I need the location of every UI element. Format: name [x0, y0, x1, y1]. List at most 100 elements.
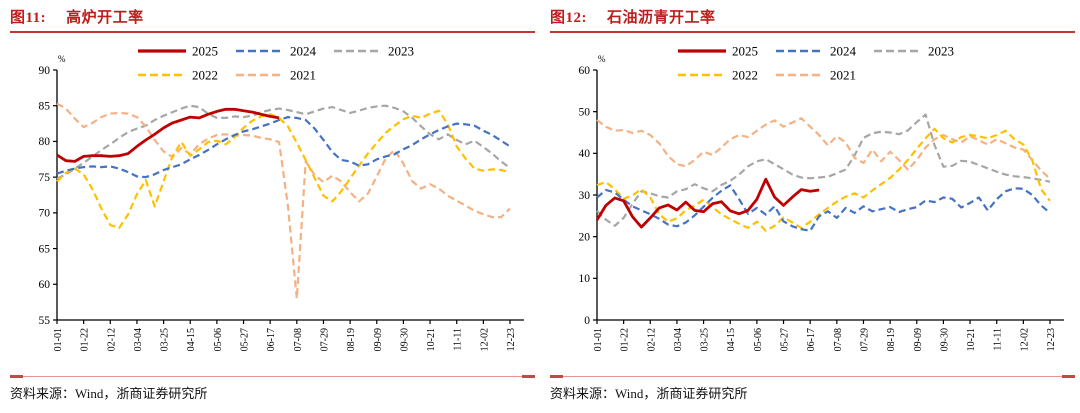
x-tick-label: 06-17 — [806, 328, 817, 351]
y-tick-label: 20 — [579, 231, 591, 243]
y-tick-label: 65 — [39, 243, 51, 255]
footer-rule-cap-left — [10, 375, 23, 378]
x-tick-label: 12-23 — [506, 328, 517, 351]
x-tick-label: 09-30 — [399, 328, 410, 351]
legend-item-2022: 2022 — [138, 68, 218, 83]
legend-item-2024: 2024 — [236, 44, 317, 59]
legend-label-2021: 2021 — [830, 68, 856, 83]
y-tick-label: 55 — [39, 315, 51, 327]
y-tick-label: 0 — [584, 315, 590, 327]
series-line-2022 — [56, 109, 511, 229]
x-tick-label: 07-08 — [833, 328, 844, 351]
series-line-2022 — [596, 127, 1051, 232]
legend-item-2025: 2025 — [138, 44, 218, 59]
figure-title-right: 图12: 石油沥青开工率 — [550, 6, 716, 27]
footer-rule-cap-right — [522, 375, 535, 378]
x-tick-label: 12-02 — [1019, 328, 1030, 351]
series-line-2024 — [596, 184, 1051, 232]
figure-name-right: 石油沥青开工率 — [607, 10, 716, 26]
x-tick-label: 12-23 — [1046, 328, 1057, 351]
x-tick-label: 09-30 — [939, 328, 950, 351]
footer-rule-left — [10, 375, 535, 378]
footer-rule-cap-right — [1062, 375, 1075, 378]
chart-asphalt: 60 50 40 30 20 10 0% 01-01 01-22 02-12 03-04 03-25 0… — [550, 36, 1072, 373]
x-tick-label: 07-29 — [319, 328, 330, 351]
x-tick-label: 04-15 — [186, 328, 197, 351]
y-tick-label: 40 — [579, 148, 591, 160]
legend-label-2025: 2025 — [192, 44, 218, 59]
y-tick-label: 60 — [579, 65, 591, 77]
legend-item-2024: 2024 — [776, 44, 857, 59]
chart-blast-furnace: 90 85 80 75 70 65 60 55% 01-01 01-22 02-12 03-04 03-… — [10, 36, 532, 373]
x-tick-label: 10-21 — [966, 328, 977, 351]
footer-rule-line — [550, 376, 1075, 377]
x-tick-label: 05-06 — [753, 328, 764, 351]
series-line-2021 — [596, 117, 1051, 180]
x-tick-label: 03-25 — [700, 328, 711, 351]
x-tick-label: 01-22 — [620, 328, 631, 351]
y-tick-label: 80 — [39, 136, 51, 148]
legend-label-2023: 2023 — [388, 44, 414, 59]
legend-label-2025: 2025 — [732, 44, 758, 59]
title-rule-right — [550, 31, 1075, 33]
y-tick-label: 30 — [579, 190, 591, 202]
y-tick-label: 90 — [39, 65, 51, 77]
legend-label-2023: 2023 — [928, 44, 954, 59]
footer-rule-line — [10, 376, 535, 377]
y-tick-label: 70 — [39, 208, 51, 220]
x-tick-label: 09-09 — [913, 328, 924, 351]
panel-asphalt: 图12: 石油沥青开工率 60 50 40 30 20 10 0% 01-01 01-22 02-1… — [550, 0, 1075, 413]
footer-rule-right — [550, 375, 1075, 378]
series-line-2023 — [56, 104, 511, 180]
legend-item-2021: 2021 — [776, 68, 856, 83]
figure-name-left: 高炉开工率 — [66, 10, 144, 26]
y-tick-label: 75 — [39, 172, 51, 184]
x-tick-label: 06-17 — [266, 328, 277, 351]
x-tick-label: 05-06 — [213, 328, 224, 351]
x-tick-label: 05-27 — [780, 328, 791, 351]
figure-number-right: 图12: — [550, 10, 587, 26]
series-line-2021 — [56, 102, 511, 300]
y-tick-label: 50 — [579, 106, 591, 118]
legend-label-2022: 2022 — [192, 68, 218, 83]
x-tick-label: 11-11 — [453, 328, 464, 351]
x-tick-label: 03-25 — [160, 328, 171, 351]
x-tick-label: 04-15 — [726, 328, 737, 351]
series-line-2025 — [595, 177, 820, 229]
y-axis-unit-label: % — [598, 54, 606, 64]
source-note-left: 资料来源：Wind，浙商证券研究所 — [10, 386, 208, 401]
x-tick-label: 02-12 — [646, 328, 657, 351]
legend-item-2023: 2023 — [874, 44, 954, 59]
x-tick-label: 08-19 — [886, 328, 897, 351]
y-axis-unit-label: % — [58, 54, 66, 64]
x-tick-label: 03-04 — [133, 328, 144, 351]
x-tick-label: 11-11 — [993, 328, 1004, 351]
title-rule-left — [10, 31, 535, 33]
footer-rule-cap-left — [550, 375, 563, 378]
legend-label-2021: 2021 — [290, 68, 316, 83]
x-tick-label: 12-02 — [479, 328, 490, 351]
x-tick-label: 01-22 — [80, 328, 91, 351]
panel-blast-furnace: 图11: 高炉开工率 90 85 80 75 70 65 60 55% 01-01 01-22 02-… — [10, 0, 535, 413]
x-tick-label: 03-04 — [673, 328, 684, 351]
legend-label-2024: 2024 — [290, 44, 317, 59]
legend-item-2021: 2021 — [236, 68, 316, 83]
x-tick-label: 05-27 — [240, 328, 251, 351]
x-tick-label: 08-19 — [346, 328, 357, 351]
x-tick-label: 07-29 — [859, 328, 870, 351]
legend-label-2024: 2024 — [830, 44, 857, 59]
chart-canvas: 60 50 40 30 20 10 0% 01-01 01-22 02-12 03-04 03-25 0… — [579, 44, 1064, 351]
legend-label-2022: 2022 — [732, 68, 758, 83]
legend-item-2022: 2022 — [678, 68, 758, 83]
y-tick-label: 60 — [39, 279, 51, 291]
x-tick-label: 02-12 — [106, 328, 117, 351]
y-tick-label: 85 — [39, 101, 51, 113]
x-tick-label: 01-01 — [593, 328, 604, 351]
chart-canvas: 90 85 80 75 70 65 60 55% 01-01 01-22 02-12 03-04 03-… — [39, 44, 524, 351]
x-tick-label: 10-21 — [426, 328, 437, 351]
series-line-2025 — [56, 107, 280, 163]
x-tick-label: 09-09 — [373, 328, 384, 351]
y-tick-label: 10 — [579, 273, 591, 285]
x-tick-label: 01-01 — [53, 328, 64, 351]
